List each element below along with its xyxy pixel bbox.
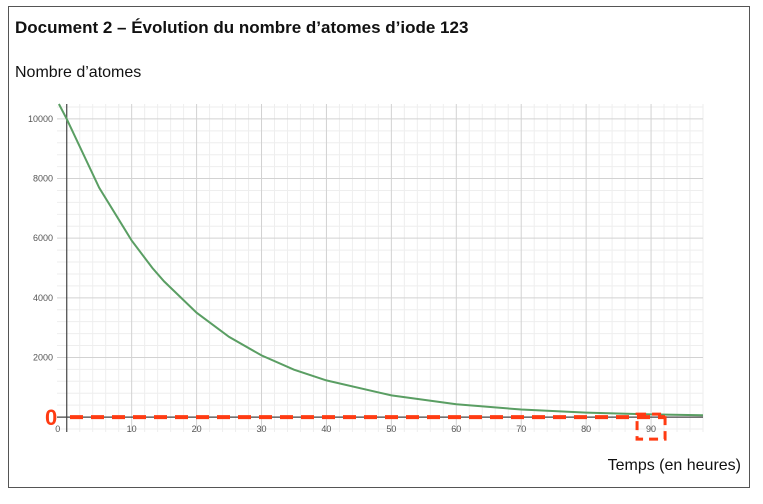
document-frame — [8, 6, 750, 488]
x-tick-label: 60 — [451, 424, 461, 434]
highlight-box-90 — [635, 412, 667, 441]
x-tick-label: 20 — [192, 424, 202, 434]
decay-curve — [58, 103, 704, 417]
zero-annotation-label: 0 — [45, 405, 57, 430]
x-tick-label: 80 — [581, 424, 591, 434]
x-tick-label: 40 — [321, 424, 331, 434]
x-tick-label: 30 — [257, 424, 267, 434]
document-title: Document 2 – Évolution du nombre d’atome… — [15, 18, 469, 37]
y-tick-label: 4000 — [33, 293, 53, 303]
x-tick-label: 70 — [516, 424, 526, 434]
y-tick-label: 10000 — [28, 114, 53, 124]
x-axis-title: Temps (en heures) — [607, 457, 741, 474]
y-tick-label: 6000 — [33, 233, 53, 243]
y-tick-label: 2000 — [33, 352, 53, 362]
x-tick-label: 90 — [646, 424, 656, 434]
y-tick-label: 8000 — [33, 174, 53, 184]
x-tick-label: 0 — [55, 424, 60, 434]
y-axis-title: Nombre d’atomes — [15, 64, 142, 81]
x-tick-label: 50 — [386, 424, 396, 434]
x-tick-label: 10 — [127, 424, 137, 434]
